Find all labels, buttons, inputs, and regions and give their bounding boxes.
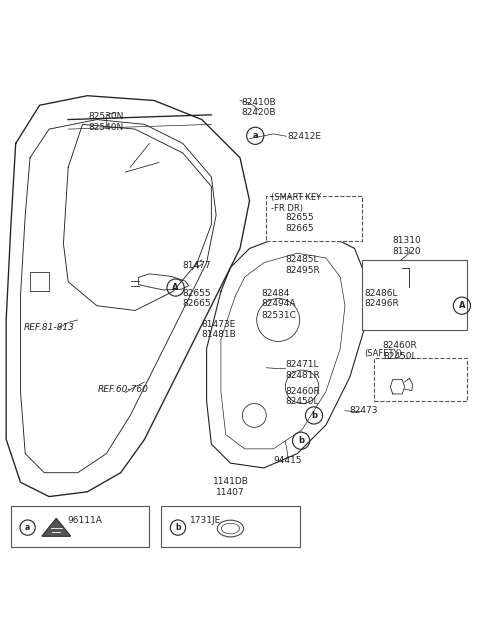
Text: b: b [175,523,180,532]
Text: A: A [172,283,179,292]
FancyBboxPatch shape [362,260,467,330]
Text: (SMART KEY
-FR DR): (SMART KEY -FR DR) [271,193,321,212]
Text: 82412E: 82412E [288,132,322,141]
Text: 81310
81320: 81310 81320 [393,236,421,256]
FancyBboxPatch shape [161,506,300,547]
Text: 1731JE: 1731JE [190,516,221,525]
Text: REF.60-760: REF.60-760 [97,385,148,394]
FancyBboxPatch shape [373,358,467,401]
Text: b: b [311,411,317,420]
Text: a: a [252,131,258,140]
Ellipse shape [217,520,243,537]
Text: 96111A: 96111A [68,516,102,525]
Text: 82531C: 82531C [262,311,296,320]
Text: 82655
82665: 82655 82665 [183,289,211,308]
Text: a: a [25,523,30,532]
Text: b: b [298,436,304,445]
Text: REF.81-813: REF.81-813 [24,323,74,332]
Text: 82655
82665: 82655 82665 [285,213,314,233]
Text: 1141DB
11407: 1141DB 11407 [213,477,248,497]
Text: 82486L
82496R: 82486L 82496R [364,289,399,308]
Text: 82530N
82540N: 82530N 82540N [89,112,124,132]
Text: A: A [459,301,465,310]
Polygon shape [42,518,71,536]
Text: 82471L
82481R: 82471L 82481R [285,360,320,380]
Text: 82410B
82420B: 82410B 82420B [242,98,276,117]
Text: 81477: 81477 [183,260,211,269]
FancyBboxPatch shape [11,506,149,547]
Text: 82460R
82450L: 82460R 82450L [383,341,417,361]
Text: 94415: 94415 [274,456,302,465]
Text: 82473: 82473 [350,406,378,415]
Text: 82460R
82450L: 82460R 82450L [285,387,320,406]
Text: 81473E
81481B: 81473E 81481B [201,320,236,339]
Ellipse shape [221,524,240,534]
Text: (SAFETY): (SAFETY) [364,349,402,358]
FancyBboxPatch shape [266,196,362,241]
Text: 82484
82494A: 82484 82494A [262,289,296,308]
Text: 82485L
82495R: 82485L 82495R [285,255,320,275]
